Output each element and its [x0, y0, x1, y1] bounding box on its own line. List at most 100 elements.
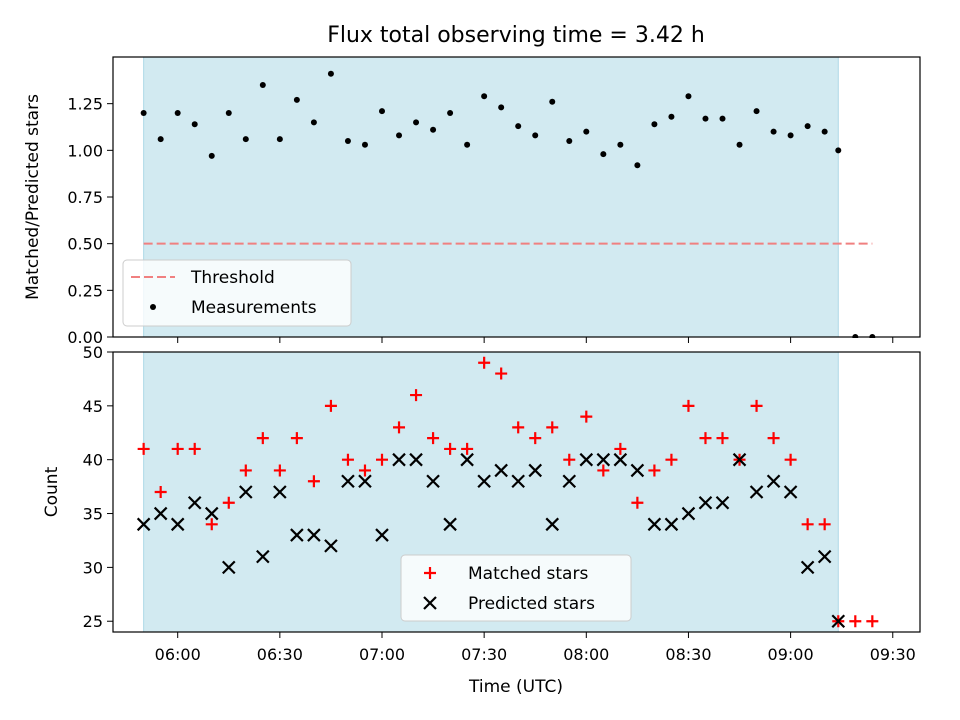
predicted-star-point: [221, 560, 236, 575]
matched-star-point: [461, 442, 474, 455]
matched-star-point: [171, 442, 184, 455]
x-tick-label: 08:30: [665, 645, 711, 664]
measurement-point: [481, 93, 488, 100]
measurement-point: [532, 132, 539, 139]
matched-star-point: [866, 615, 879, 628]
matched-star-point: [410, 389, 423, 402]
legend-predicted-label: Predicted stars: [468, 594, 595, 614]
matched-star-point: [614, 442, 627, 455]
predicted-star-point: [681, 506, 696, 521]
plot-area: [140, 70, 876, 338]
legend-predicted-swatch: [423, 596, 437, 610]
matched-star-point: [801, 518, 814, 531]
legend-measurement-swatch: [150, 304, 156, 310]
measurement-point: [719, 115, 726, 122]
predicted-star-point: [732, 452, 747, 467]
matched-star-point: [290, 432, 303, 445]
x-tick-label: 07:30: [461, 645, 507, 664]
measurement-point: [668, 113, 675, 120]
legend-bottom: Matched stars Predicted stars: [400, 554, 632, 622]
legend-matched-swatch: [424, 567, 436, 579]
y-tick-label: 25: [83, 612, 103, 631]
y-tick-label: 45: [83, 397, 103, 416]
predicted-star-point: [290, 528, 304, 542]
predicted-star-point: [800, 560, 815, 575]
matched-star-point: [393, 421, 406, 434]
matched-star-point: [137, 442, 150, 455]
predicted-star-point: [664, 517, 679, 532]
matched-star-point: [648, 464, 661, 477]
measurement-point: [651, 121, 658, 128]
matched-star-point: [699, 432, 712, 445]
matched-star-point: [495, 367, 508, 380]
matched-star-point: [716, 432, 729, 445]
y-tick-label: 35: [83, 505, 103, 524]
measurement-point: [617, 141, 624, 148]
matched-star-point: [205, 518, 218, 531]
measurement-point: [804, 123, 811, 130]
matched-star-point: [529, 432, 542, 445]
matched-star-point: [478, 356, 491, 369]
measurement-point: [835, 147, 842, 154]
measurement-point: [361, 141, 368, 148]
matched-star-point: [546, 421, 559, 434]
legend-top: Threshold Measurements: [122, 259, 352, 327]
x-tick-label: 06:00: [155, 645, 201, 664]
measurement-point: [566, 138, 573, 144]
measurement-point: [583, 128, 590, 135]
measurement-point: [191, 121, 198, 128]
y-tick-label: 0.25: [67, 281, 103, 300]
x-tick-label: 07:00: [359, 645, 405, 664]
matched-star-point: [188, 442, 201, 455]
measurement-point: [174, 110, 181, 116]
predicted-star-point: [204, 506, 219, 521]
legend-box: [400, 554, 632, 622]
measurement-point: [208, 152, 215, 159]
y-tick-label: 30: [83, 558, 103, 577]
legend-threshold-label: Threshold: [190, 268, 275, 288]
matched-star-point: [444, 442, 457, 455]
predicted-star-point: [477, 474, 491, 489]
matched-star-point: [784, 453, 797, 466]
measurement-point: [344, 138, 351, 144]
predicted-star-point: [136, 517, 151, 532]
y-tick-label: 50: [83, 343, 103, 362]
matched-star-point: [239, 464, 252, 477]
y-tick-label: 0.00: [67, 328, 103, 347]
predicted-star-point: [273, 485, 287, 499]
legend-matched-label: Matched stars: [468, 564, 588, 584]
y-axis-label: Count: [42, 466, 62, 517]
predicted-star-point: [783, 485, 798, 499]
predicted-star-point: [170, 517, 185, 532]
count-panel: 25 30 35 40 45 50 06:00 06:30 07:00 07:30 08:00 08:…: [42, 343, 921, 664]
measurement-point: [821, 128, 828, 135]
matched-star-point: [222, 496, 235, 509]
predicted-star-point: [817, 549, 832, 564]
measurement-point: [549, 98, 556, 105]
predicted-star-point: [392, 452, 406, 467]
predicted-star-point: [630, 463, 645, 478]
matched-star-point: [273, 464, 286, 477]
predicted-star-point: [375, 528, 389, 542]
matched-star-point: [818, 518, 831, 531]
x-axis-label: Time (UTC): [468, 677, 563, 697]
matched-star-point: [256, 432, 269, 445]
x-tick-label: 08:00: [563, 645, 609, 664]
measurement-point: [634, 162, 641, 169]
matched-star-point: [324, 399, 337, 412]
matched-star-point: [341, 453, 354, 466]
y-tick-label: 0.50: [67, 235, 103, 254]
measurement-point: [140, 110, 147, 116]
predicted-star-point: [528, 463, 543, 478]
predicted-star-point: [324, 539, 338, 553]
matched-star-point: [849, 615, 862, 628]
predicted-star-point: [187, 495, 202, 510]
predicted-star-point: [239, 485, 253, 499]
matched-star-point: [580, 410, 593, 423]
legend-box: [122, 259, 352, 327]
predicted-star-point: [749, 485, 764, 499]
measurement-point: [259, 82, 266, 88]
x-tick-label: 09:00: [768, 645, 814, 664]
measurement-point: [225, 110, 232, 116]
measurement-point: [242, 136, 249, 143]
